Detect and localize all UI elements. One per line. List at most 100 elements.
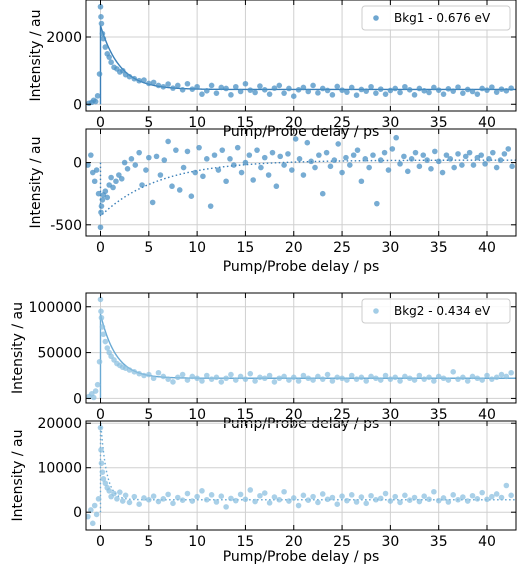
data-point [335,141,342,147]
data-point [445,377,452,383]
data-point [493,491,500,497]
legend: Bkg1 - 0.676 eV [361,5,511,31]
data-point [295,378,302,384]
data-point [108,174,114,181]
data-point [232,377,239,383]
data-point [358,86,365,93]
data-point [308,158,314,165]
x-tick-label: 15 [237,115,255,131]
y-tick-label: 0 [73,505,82,521]
data-point [242,376,249,382]
x-tick-label: 40 [478,534,496,550]
data-point [474,375,481,382]
data-point [271,379,278,385]
data-point [296,156,303,162]
data-point [165,376,171,382]
data-point [416,498,423,505]
data-point [266,91,273,97]
data-point [339,87,345,93]
y-axis-label: Intensity / au [28,9,44,101]
data-point [300,172,307,178]
data-point [362,156,369,162]
data-point [493,164,500,171]
data-point [281,373,287,380]
x-tick-label: 35 [430,534,448,550]
data-point [503,482,510,489]
data-point [290,374,297,381]
data-point [173,147,179,153]
data-point [382,372,389,379]
data-point [131,369,138,375]
data-point [432,148,438,155]
data-point [91,502,98,509]
data-point [469,373,476,380]
data-point [508,492,514,499]
data-point [97,296,104,303]
data-point [498,494,505,501]
x-tick-label: 30 [381,115,399,131]
x-tick-label: 30 [381,534,399,550]
data-point [445,86,452,92]
data-point [146,371,152,378]
data-point [387,498,394,504]
data-point [213,90,220,96]
data-point [435,87,442,93]
data-point [237,88,244,95]
data-point [218,493,225,499]
data-point [199,91,205,97]
x-tick-label: 10 [188,240,206,256]
data-point [97,424,104,431]
data-point [170,500,176,507]
data-point [300,492,307,499]
data-point [445,499,452,505]
data-point [136,149,142,156]
data-point [493,374,500,381]
x-axis-label: Pump/Probe delay / ps [223,549,380,565]
data-point [358,494,365,500]
x-tick-label: 40 [478,407,496,423]
x-tick-label: 40 [478,115,496,131]
data-point [319,190,326,197]
data-point [150,79,157,86]
data-point [261,375,268,382]
data-point [382,91,389,97]
data-point [327,163,334,170]
data-point [392,85,399,92]
data-point [98,20,105,27]
data-point [250,177,256,183]
data-point [460,374,466,381]
data-point [139,182,145,188]
data-point [412,149,419,156]
y-tick-label: -500 [50,218,82,234]
data-point [334,83,341,90]
data-point [192,169,198,176]
data-point [466,149,473,156]
data-point [261,87,268,93]
data-point [118,175,125,182]
y-tick-label: 0 [73,391,82,407]
data-point [460,90,466,96]
data-point [111,490,117,497]
data-point [498,371,505,378]
data-point [141,495,147,501]
data-point [180,164,187,171]
data-point [237,373,244,380]
data-point [368,492,374,499]
data-point [141,372,147,379]
data-point [286,85,292,92]
x-tick-label: 0 [96,407,105,423]
data-point [290,495,297,501]
data-point [153,153,160,160]
data-point [464,378,471,384]
data-point [124,166,131,172]
data-point [131,493,138,500]
data-point [347,162,353,168]
data-point [421,88,428,94]
data-point [334,374,341,381]
data-point [199,488,205,494]
data-point [95,496,102,502]
data-point [155,82,162,89]
data-point [218,379,225,385]
data-point [323,149,330,156]
x-tick-label: 10 [188,407,206,423]
